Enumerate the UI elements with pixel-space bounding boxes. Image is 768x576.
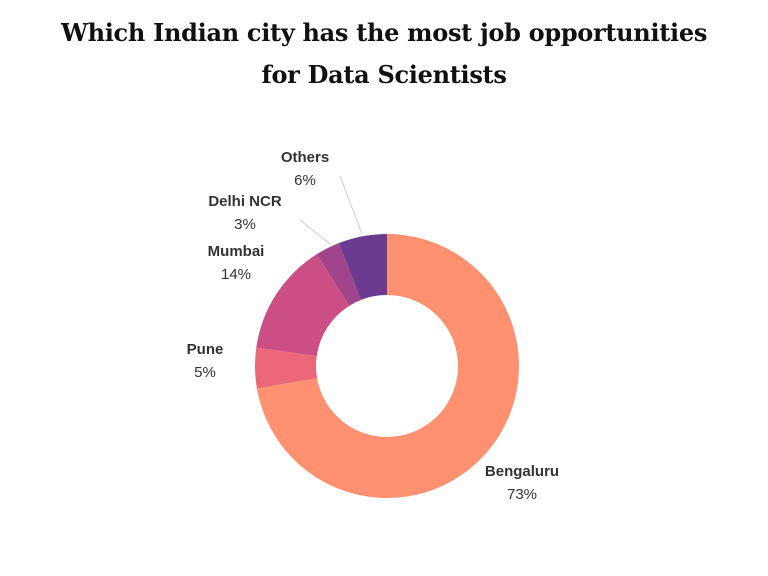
slice-label: Bengaluru — [485, 463, 559, 480]
slice-value-label: 14% — [221, 266, 251, 283]
slice-label: Mumbai — [208, 243, 265, 260]
slice-label: Delhi NCR — [208, 193, 282, 210]
chart-title-line-2: for Data Scientists — [261, 60, 507, 89]
slice-pune — [255, 347, 318, 389]
slice-label: Pune — [187, 341, 224, 358]
slice-others — [338, 234, 387, 300]
chart-title-line-1: Which Indian city has the most job oppor… — [60, 18, 708, 47]
slice-delhi-ncr — [316, 243, 362, 306]
slice-value-label: 73% — [507, 486, 537, 503]
chart-title: Which Indian city has the most job oppor… — [0, 12, 768, 96]
leader-line — [299, 219, 331, 245]
slice-label: Others — [281, 149, 329, 166]
slice-value-label: 6% — [294, 172, 316, 189]
slice-value-label: 5% — [194, 364, 216, 381]
leader-line — [339, 175, 363, 235]
slice-bengaluru — [256, 234, 519, 499]
slice-value-label: 3% — [234, 216, 256, 233]
slice-mumbai — [256, 254, 350, 357]
